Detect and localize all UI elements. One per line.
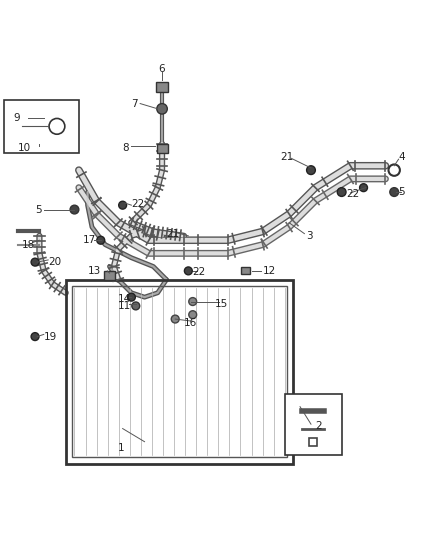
- Text: 5: 5: [399, 187, 405, 197]
- Text: 5: 5: [35, 205, 42, 215]
- Text: 13: 13: [88, 266, 101, 276]
- Text: 12: 12: [263, 266, 276, 276]
- Bar: [4, 100, 79, 152]
- Text: 19: 19: [44, 332, 57, 342]
- Circle shape: [171, 315, 179, 323]
- Circle shape: [31, 333, 39, 341]
- Bar: [241, 268, 250, 274]
- Text: 10: 10: [18, 143, 31, 154]
- Circle shape: [31, 258, 39, 266]
- Bar: [309, 438, 317, 446]
- Circle shape: [189, 311, 197, 319]
- Circle shape: [132, 302, 140, 310]
- Text: 2: 2: [315, 422, 322, 431]
- Text: 7: 7: [131, 100, 138, 109]
- Text: 22: 22: [131, 199, 145, 209]
- Text: 17: 17: [83, 235, 96, 245]
- Circle shape: [337, 188, 346, 197]
- Text: 4: 4: [399, 152, 405, 162]
- Bar: [285, 393, 342, 455]
- Bar: [104, 271, 115, 280]
- Circle shape: [307, 166, 315, 174]
- Circle shape: [189, 297, 197, 305]
- Bar: [66, 280, 293, 464]
- Text: 14: 14: [118, 294, 131, 304]
- Circle shape: [390, 188, 399, 197]
- Text: 18: 18: [22, 240, 35, 249]
- Circle shape: [389, 165, 400, 176]
- Text: 21: 21: [280, 152, 293, 162]
- Text: 16: 16: [184, 318, 197, 328]
- Circle shape: [70, 205, 79, 214]
- Circle shape: [184, 267, 192, 275]
- Text: 20: 20: [48, 257, 61, 267]
- Circle shape: [119, 201, 127, 209]
- Text: 11: 11: [118, 301, 131, 311]
- Circle shape: [157, 103, 167, 114]
- Circle shape: [360, 184, 367, 191]
- Text: 15: 15: [215, 298, 228, 309]
- Text: 9: 9: [13, 112, 20, 123]
- Text: 1: 1: [118, 443, 125, 453]
- Circle shape: [97, 236, 105, 244]
- Bar: [72, 286, 287, 457]
- Text: 22: 22: [193, 267, 206, 277]
- Text: 8: 8: [123, 143, 129, 154]
- Text: 22: 22: [346, 189, 359, 199]
- Text: 21: 21: [166, 229, 180, 239]
- Bar: [156, 82, 168, 92]
- Circle shape: [127, 293, 135, 301]
- Text: 3: 3: [307, 231, 313, 241]
- Text: 6: 6: [159, 64, 166, 75]
- Bar: [156, 144, 167, 152]
- Circle shape: [49, 118, 65, 134]
